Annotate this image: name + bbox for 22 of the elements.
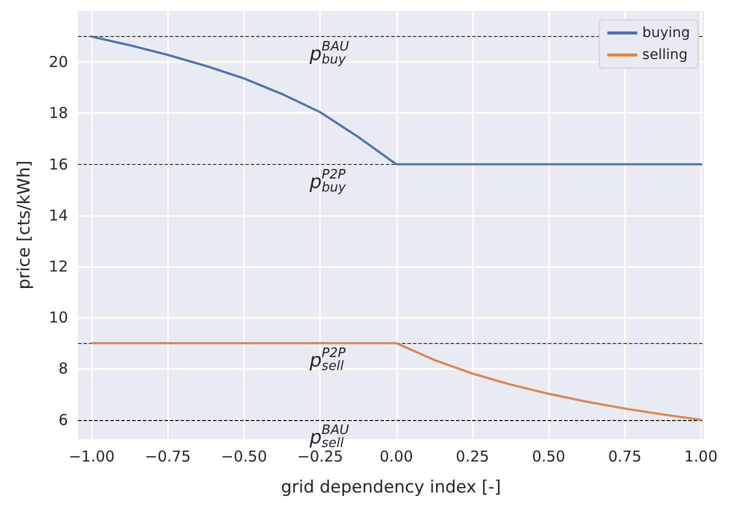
x-tick-label: −0.75 bbox=[144, 448, 191, 466]
legend-label: buying bbox=[642, 25, 690, 41]
y-tick-label: 20 bbox=[48, 53, 68, 72]
x-tick-label: 0.75 bbox=[608, 448, 642, 466]
x-tick-label: −0.50 bbox=[221, 448, 268, 466]
x-tick-label: 0.50 bbox=[532, 448, 566, 466]
x-axis-title: grid dependency index [-] bbox=[280, 478, 502, 498]
y-axis-title: price [cts/kWh] bbox=[14, 160, 34, 290]
x-tick-label: −0.25 bbox=[297, 448, 344, 466]
line-series bbox=[90, 342, 702, 421]
y-tick-label: 14 bbox=[48, 206, 68, 224]
y-tick-label: 18 bbox=[48, 104, 68, 122]
y-tick-label: 10 bbox=[48, 308, 68, 327]
x-tick-label: 0.25 bbox=[456, 448, 490, 466]
legend-label: selling bbox=[642, 47, 688, 63]
x-tick-label: 0.00 bbox=[380, 448, 414, 466]
x-tick-label: 1.00 bbox=[684, 448, 718, 466]
y-tick-label: 12 bbox=[48, 258, 68, 276]
y-tick-label: 6 bbox=[58, 410, 68, 429]
y-tick-label: 16 bbox=[48, 155, 68, 174]
y-tick-label: 8 bbox=[58, 360, 68, 378]
x-tick-label: −1.00 bbox=[68, 448, 115, 466]
